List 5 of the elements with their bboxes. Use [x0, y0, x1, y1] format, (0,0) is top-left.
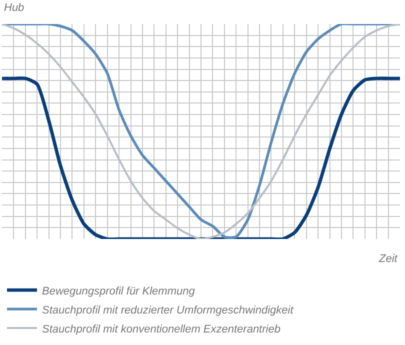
x-axis-title: Zeit	[378, 253, 398, 265]
legend-label: Bewegungsprofil für Klemmung	[42, 285, 196, 298]
legend-label: Stauchprofil mit reduzierter Umformgeschwindigkeit	[42, 304, 294, 316]
legend-label: Stauchprofil mit konventionellem Exzenterantrieb	[42, 323, 280, 336]
y-axis-title: Hub	[4, 2, 24, 14]
